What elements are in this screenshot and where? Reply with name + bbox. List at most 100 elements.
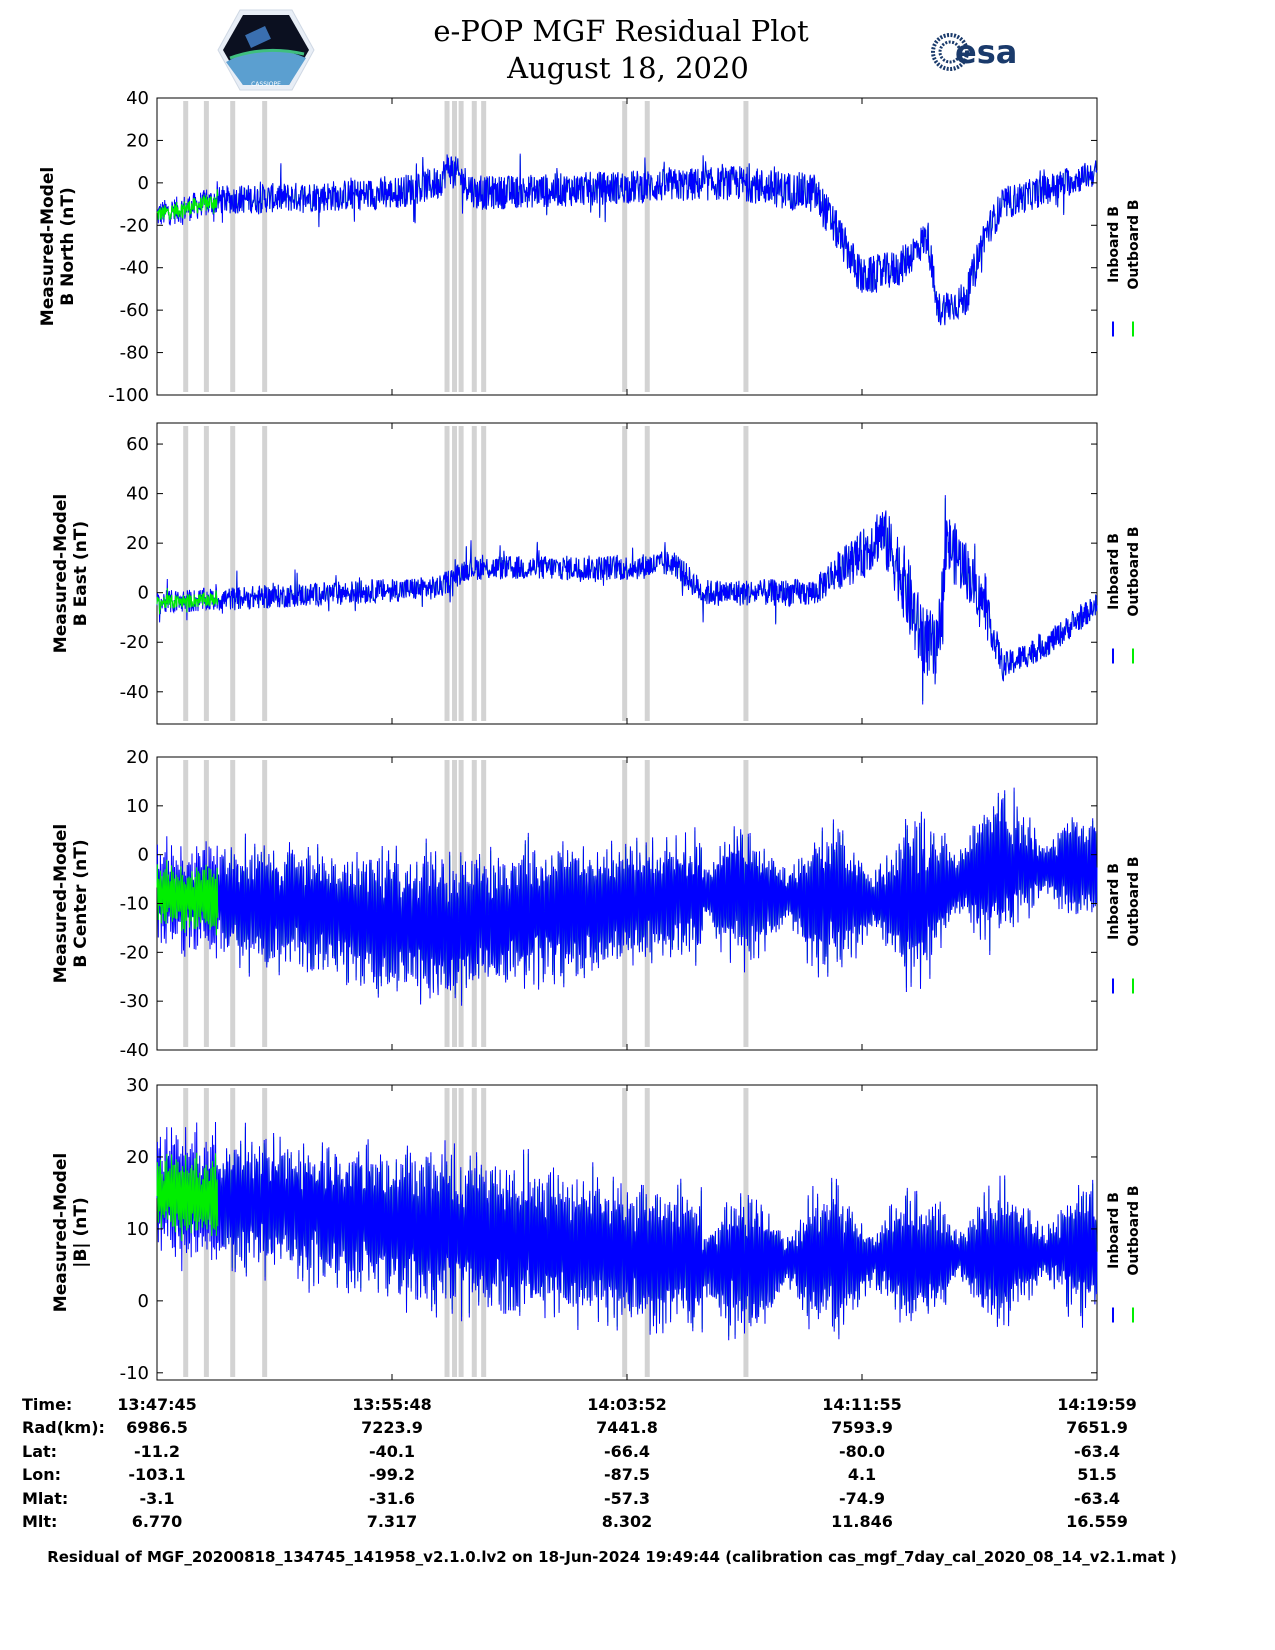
legend-inboard-label: Inboard B [1106,206,1122,283]
data-gap-band [622,101,628,392]
table-cell: -63.4 [1074,1442,1120,1461]
table-cell: 14:11:55 [822,1395,902,1414]
outboard-b-series-early [156,588,219,615]
legend: Inboard B Outboard B [1106,856,1142,994]
table-cell: -57.3 [604,1489,650,1508]
y-tick-label: 20 [126,1147,149,1168]
panel-4: -10 0 10 20 30 Measured-Model|B| (nT) Inboard … [51,1075,1142,1384]
y-axis-label: Measured-ModelB East (nT) [51,494,91,653]
y-axis-label-line: B Center (nT) [71,839,91,967]
y-tick-label: 0 [138,845,149,866]
inboard-b-series [156,495,1098,705]
y-tick-label: -20 [120,942,149,963]
data-gap-band [230,426,236,721]
y-tick-label: -10 [120,1363,149,1384]
esa-logo-text: esa [955,33,1017,71]
panel-3: -40 -30 -20 -10 0 10 20 Measured-ModelB Center … [51,747,1142,1061]
data-gap-band [203,426,209,721]
legend: Inboard B Outboard B [1106,526,1142,664]
data-gap-band [183,1088,189,1377]
title-line-1: e-POP MGF Residual Plot [433,14,809,48]
y-tick-label: -30 [120,991,149,1012]
y-axis-label: Measured-ModelB Center (nT) [51,824,91,983]
y-axis-label-line: Measured-Model [51,1153,71,1312]
data-gap-band [183,426,189,721]
table-row-label: Mlt: [22,1512,57,1531]
title-line-2: August 18, 2020 [506,51,749,85]
y-tick-label: -60 [120,300,149,321]
table-cell: 16.559 [1066,1512,1128,1531]
data-gap-band [458,101,464,392]
y-tick-label: 20 [126,747,149,768]
legend-inboard-label: Inboard B [1106,863,1122,940]
table-row-label: Lon: [22,1465,61,1484]
table-cell: 11.846 [831,1512,893,1531]
y-tick-label: -10 [120,894,149,915]
legend-inboard-label: Inboard B [1106,1192,1122,1269]
table-cell: 6.770 [132,1512,183,1531]
table-cell: 14:03:52 [587,1395,667,1414]
y-tick-label: 60 [126,434,149,455]
y-tick-label: 40 [126,88,149,109]
y-tick-label: 20 [126,130,149,151]
data-gap-band [452,101,458,392]
data-gap-band [183,101,189,392]
y-tick-label: 40 [126,484,149,505]
table-cell: -87.5 [604,1465,650,1484]
table-cell: 51.5 [1077,1465,1116,1484]
y-axis-label-line: Measured-Model [51,494,71,653]
y-axis-label: Measured-Model|B| (nT) [51,1153,91,1312]
table-cell: 13:55:48 [352,1395,432,1414]
data-gap-band [262,426,268,721]
table-cell: 14:19:59 [1057,1395,1137,1414]
data-gap-band [644,426,650,721]
table-row-label: Mlat: [22,1489,68,1508]
data-gap-band [481,101,487,392]
outboard-b-series-early [156,1152,219,1242]
panel-1: -100 -80 -60 -40 -20 0 20 40 Measured-ModelB Nor… [38,88,1142,406]
table-cell: -74.9 [839,1489,885,1508]
esa-logo: esa [931,33,1017,71]
y-tick-label: 10 [126,1219,149,1240]
data-gap-band [444,101,450,392]
orbit-info-table: Time: Rad(km): Lat: Lon: Mlat: Mlt: 13:47:45 69… [22,1395,1137,1531]
y-tick-label: -80 [120,343,149,364]
y-axis-label-line: Measured-Model [38,167,58,326]
table-cell: 4.1 [848,1465,876,1484]
y-tick-label: -100 [108,385,149,406]
table-row-label: Lat: [22,1442,57,1461]
legend: Inboard B Outboard B [1106,199,1142,337]
table-cell: -99.2 [369,1465,415,1484]
data-gap-band [471,101,477,392]
y-tick-label: 30 [126,1075,149,1096]
table-cell: 7.317 [367,1512,418,1531]
table-cell: -3.1 [140,1489,175,1508]
data-gap-band [743,426,749,721]
table-cell: -80.0 [839,1442,885,1461]
y-tick-label: -40 [120,258,149,279]
cassiope-logo-text: CASSIOPE [251,81,281,88]
table-row-label: Rad(km): [22,1418,105,1437]
outboard-b-series-early [156,859,219,936]
y-tick-label: 0 [138,1291,149,1312]
table-cell: 7651.9 [1066,1418,1128,1437]
data-gap-band [444,426,450,721]
table-cell: -66.4 [604,1442,650,1461]
y-tick-label: 10 [126,796,149,817]
footer-caption: Residual of MGF_20200818_134745_141958_v… [47,1548,1177,1566]
legend-outboard-label: Outboard B [1126,1185,1142,1275]
y-tick-label: 20 [126,533,149,554]
y-axis-label-line: |B| (nT) [71,1197,91,1268]
table-cell: -103.1 [128,1465,185,1484]
table-row-label: Time: [22,1395,72,1414]
data-gap-band [262,101,268,392]
legend-outboard-label: Outboard B [1126,526,1142,616]
y-tick-label: 0 [138,173,149,194]
table-cell: -40.1 [369,1442,415,1461]
table-cell: 7441.8 [596,1418,658,1437]
data-gap-band [644,101,650,392]
table-cell: 7223.9 [361,1418,423,1437]
y-tick-label: 0 [138,583,149,604]
data-gap-band [743,101,749,392]
